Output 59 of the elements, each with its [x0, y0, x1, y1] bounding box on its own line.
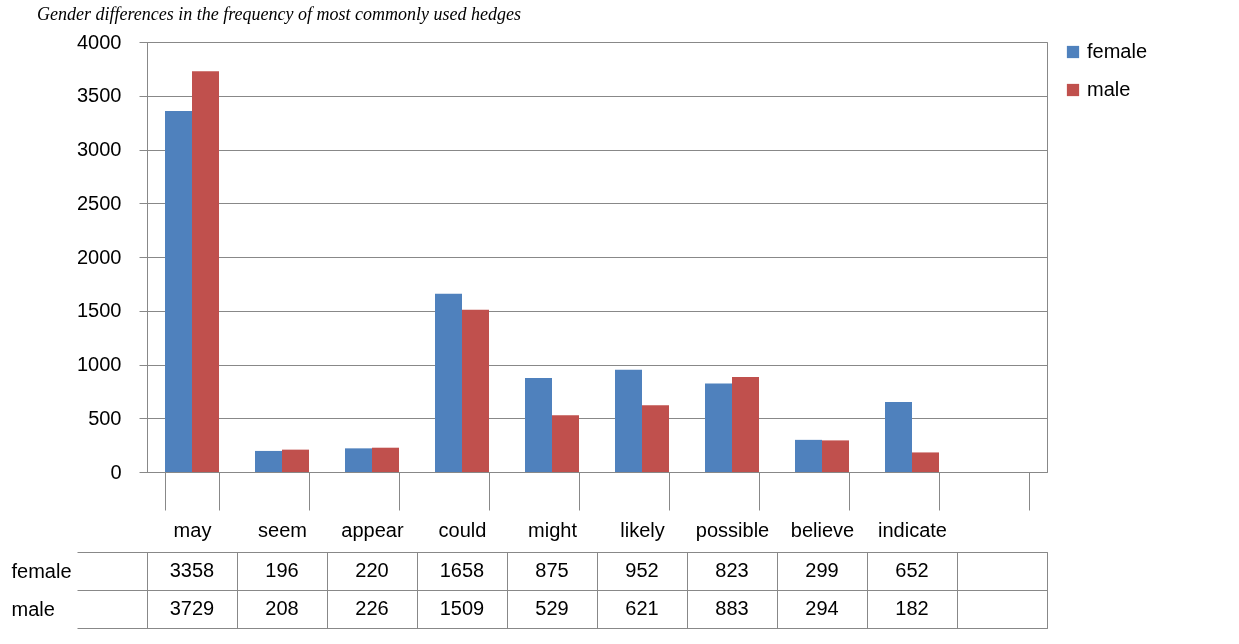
data-label: 952	[625, 559, 659, 581]
x-tick-label: indicate	[878, 518, 947, 541]
data-label: 182	[895, 597, 929, 619]
data-label: 883	[715, 597, 749, 619]
legend-label: female	[1087, 40, 1148, 62]
y-tick-label: 3500	[77, 84, 122, 107]
data-label: 226	[355, 597, 389, 619]
bar	[435, 293, 462, 472]
y-tick-label: 2500	[77, 191, 122, 214]
bar	[642, 405, 669, 472]
bar	[615, 369, 642, 472]
bar	[282, 449, 309, 472]
data-label: 1509	[439, 597, 485, 619]
y-tick-label: 500	[88, 406, 122, 429]
bar	[192, 71, 219, 472]
y-tick-label: 1000	[77, 353, 122, 375]
data-label: 1658	[439, 559, 485, 581]
bar	[552, 415, 579, 472]
data-label: 3729	[169, 597, 215, 619]
bar	[525, 377, 552, 472]
y-tick-label: 4000	[77, 30, 122, 53]
bar	[705, 383, 732, 472]
chart-title: Gender differences in the frequency of most commonly used hedges	[37, 3, 522, 24]
x-tick-label: likely	[620, 518, 665, 541]
y-tick-label: 0	[110, 460, 122, 483]
data-label: 220	[355, 559, 389, 581]
data-label: 823	[715, 559, 749, 581]
y-tick-label: 2000	[77, 245, 122, 268]
bar	[912, 452, 939, 472]
data-label: 621	[625, 597, 659, 619]
bar	[795, 439, 822, 472]
x-tick-label: might	[528, 518, 578, 541]
legend-label: male	[1087, 78, 1131, 100]
bar	[345, 448, 372, 472]
x-tick-label: appear	[341, 518, 404, 541]
bar	[885, 401, 912, 472]
text: female	[11, 559, 72, 582]
x-tick-label: could	[438, 518, 487, 541]
data-label: 294	[805, 597, 839, 619]
bar	[822, 440, 849, 472]
bar	[732, 377, 759, 472]
bar	[165, 111, 192, 472]
x-tick-label: believe	[790, 518, 855, 541]
bar	[372, 447, 399, 472]
data-label: 3358	[169, 559, 215, 581]
data-label: 652	[895, 559, 929, 581]
text: male	[11, 597, 55, 620]
x-tick-label: may	[173, 518, 212, 541]
x-tick-label: possible	[695, 518, 770, 541]
data-label: 529	[535, 597, 569, 619]
y-tick-label: 1500	[77, 299, 122, 322]
y-tick-label: 3000	[77, 138, 122, 160]
bar	[462, 309, 489, 472]
data-label: 208	[265, 597, 299, 619]
x-tick-label: seem	[258, 518, 307, 541]
data-label: 196	[265, 559, 299, 581]
data-label: 299	[805, 559, 839, 581]
bar	[255, 450, 282, 472]
data-label: 875	[535, 559, 569, 581]
